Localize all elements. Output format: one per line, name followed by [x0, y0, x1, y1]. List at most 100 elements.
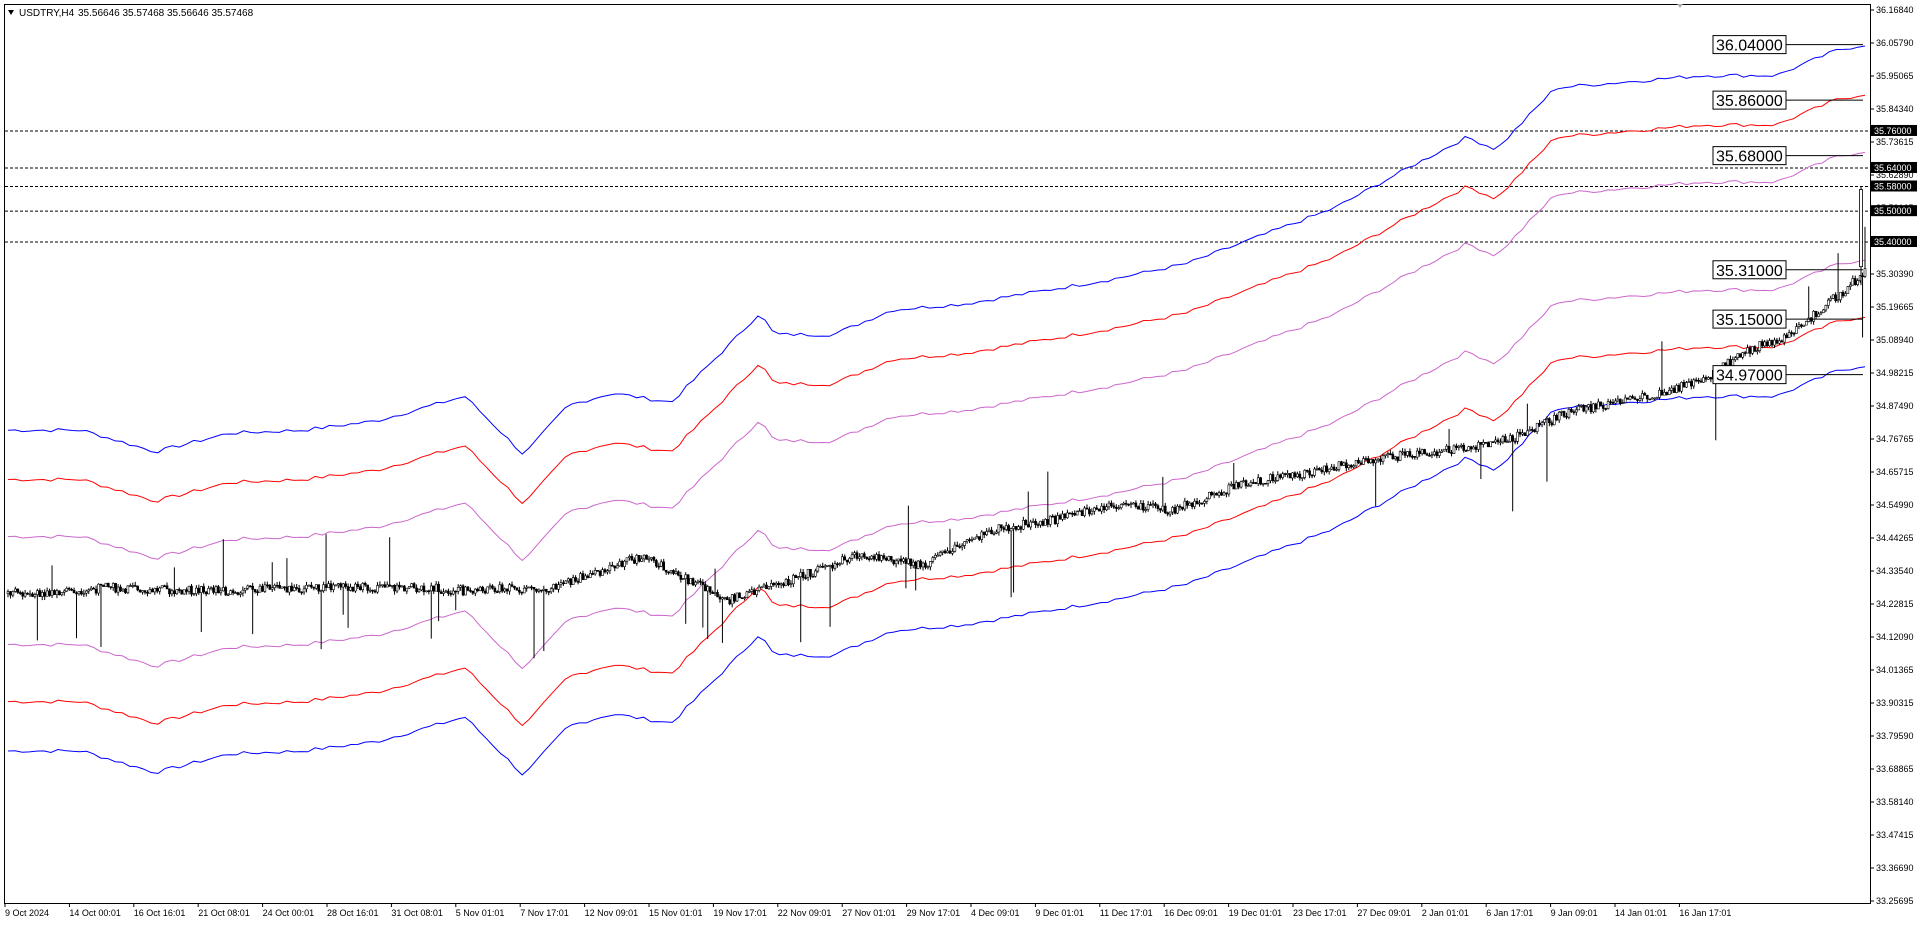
y-tick-label: 35.30390	[1876, 269, 1914, 279]
band-level-label: 35.15000	[1716, 312, 1783, 329]
candle-body	[1053, 516, 1057, 525]
candle-body	[1709, 377, 1713, 380]
candle-body	[9, 591, 12, 596]
candle-body	[160, 585, 164, 589]
candle-body	[1817, 313, 1820, 317]
candle-body	[366, 584, 369, 591]
candle-body	[478, 586, 482, 591]
candle-body	[1181, 506, 1184, 510]
candle-body	[1398, 451, 1402, 461]
candle-body	[721, 597, 724, 600]
candle-body	[1460, 444, 1463, 447]
candle-body	[381, 584, 384, 587]
candle-body	[1435, 451, 1439, 456]
candle-body	[1112, 505, 1116, 508]
price-axis[interactable]: 36.16840 36.05790 35.95065 35.84340 35.73615…	[1870, 5, 1917, 906]
candle-body	[371, 589, 374, 592]
candle-body	[681, 578, 685, 580]
candle-body	[1132, 502, 1135, 505]
candle-body	[1677, 384, 1681, 392]
candle-body	[552, 583, 555, 590]
candle-body	[1029, 521, 1032, 528]
candle-body	[1685, 382, 1688, 388]
candle-body	[899, 558, 903, 562]
candle-body	[806, 568, 810, 578]
candle-body	[755, 590, 758, 595]
candle-body	[444, 590, 448, 593]
candle-body	[591, 573, 595, 575]
candle-body	[97, 583, 100, 594]
candle-body	[1844, 293, 1847, 297]
band-level-box	[1712, 35, 1787, 55]
candle-body	[860, 553, 864, 558]
candle-body	[1039, 520, 1042, 526]
candle-body	[1146, 504, 1150, 510]
candle-body	[1831, 294, 1835, 299]
level-price-tag	[1871, 161, 1917, 173]
candle-body	[1800, 324, 1803, 327]
candle-body	[222, 587, 225, 592]
candle-body	[373, 590, 377, 593]
candle-body	[581, 573, 585, 580]
candle-body	[119, 586, 122, 592]
candle-body	[285, 586, 289, 593]
candle-body	[1379, 458, 1382, 462]
candle-body	[165, 585, 169, 590]
candle-body	[598, 570, 602, 576]
candle-body	[1560, 411, 1563, 413]
candle-body	[1423, 449, 1426, 455]
x-tick-label: 19 Dec 01:01	[1229, 908, 1283, 918]
candle-body	[354, 583, 357, 592]
x-tick-label: 29 Nov 17:01	[907, 908, 961, 918]
candle-body	[1763, 341, 1766, 347]
candle-body	[564, 580, 568, 584]
candle-body	[1217, 492, 1221, 496]
candle-body	[765, 584, 768, 590]
candle-body	[1462, 444, 1466, 451]
candle-body	[341, 583, 345, 588]
candle-body	[1445, 445, 1448, 450]
symbol-dropdown-icon[interactable]	[8, 10, 14, 15]
candle-body	[1051, 515, 1055, 518]
candle-body	[904, 558, 908, 564]
candle-body	[33, 594, 37, 597]
y-tick-label: 36.16840	[1876, 5, 1914, 15]
candle-body	[1751, 346, 1754, 354]
y-tick-label: 33.58140	[1876, 797, 1914, 807]
candle-body	[1271, 474, 1275, 481]
candle-body	[1557, 411, 1561, 421]
candle-body	[1303, 470, 1307, 478]
y-tick-label: 35.95065	[1876, 71, 1914, 81]
candle-body	[1068, 512, 1072, 515]
candle-body	[848, 558, 851, 563]
candle-body	[1063, 513, 1067, 519]
candle-body	[67, 588, 71, 590]
candle-body	[226, 593, 230, 596]
candle-body	[1540, 422, 1544, 426]
x-tick-label: 15 Nov 01:01	[649, 908, 703, 918]
candle-body	[1188, 502, 1192, 506]
candle-body	[1697, 379, 1700, 382]
candle-body	[1154, 503, 1157, 506]
candle-body	[902, 558, 905, 562]
candle-body	[1628, 396, 1632, 400]
candle-body	[1689, 381, 1693, 387]
candle-body	[1340, 461, 1343, 466]
candle-body	[1286, 473, 1289, 475]
candle-body	[882, 555, 886, 559]
candle-body	[1313, 468, 1316, 476]
candle-body	[427, 590, 431, 593]
candle-body	[508, 584, 511, 592]
candle-body	[124, 588, 127, 594]
candle-body	[669, 570, 673, 573]
candle-body	[672, 570, 675, 574]
candle-body	[1633, 397, 1637, 400]
candle-body	[464, 586, 467, 596]
candle-body	[434, 583, 438, 592]
time-axis[interactable]: 9 Oct 2024 14 Oct 00:01 16 Oct 16:01 21 Oct…	[4, 903, 1731, 918]
candle-body	[818, 566, 822, 568]
candle-body	[1609, 401, 1612, 403]
candle-body	[136, 585, 139, 591]
